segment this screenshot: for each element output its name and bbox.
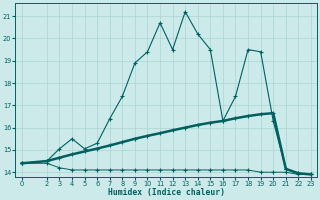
X-axis label: Humidex (Indice chaleur): Humidex (Indice chaleur) — [108, 188, 225, 197]
